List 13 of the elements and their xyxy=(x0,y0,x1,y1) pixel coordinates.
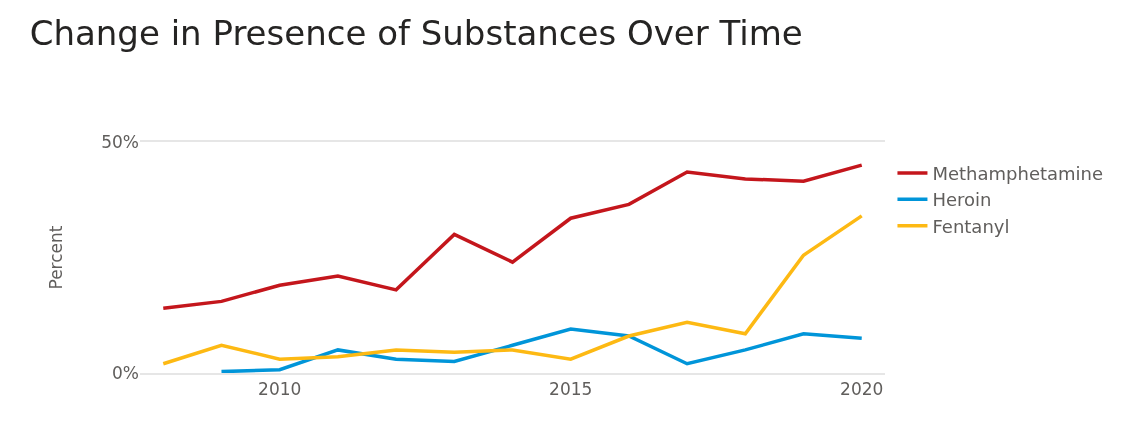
y-axis-title: Percent xyxy=(45,225,66,290)
y-tick-label: 50% xyxy=(101,131,139,152)
y-tick-label: 0% xyxy=(112,362,139,383)
x-tick-label: 2015 xyxy=(549,379,593,400)
legend-label: Fentanyl xyxy=(932,215,1010,237)
x-tick-label: 2010 xyxy=(258,379,302,400)
x-tick-label: 2020 xyxy=(840,379,884,400)
line-series xyxy=(219,327,864,373)
legend-label: Methamphetamine xyxy=(932,162,1104,184)
line-series xyxy=(161,163,864,311)
line-series xyxy=(161,214,864,366)
chart-title: Change in Presence of Substances Over Time xyxy=(29,13,803,54)
legend-label: Heroin xyxy=(932,189,992,211)
